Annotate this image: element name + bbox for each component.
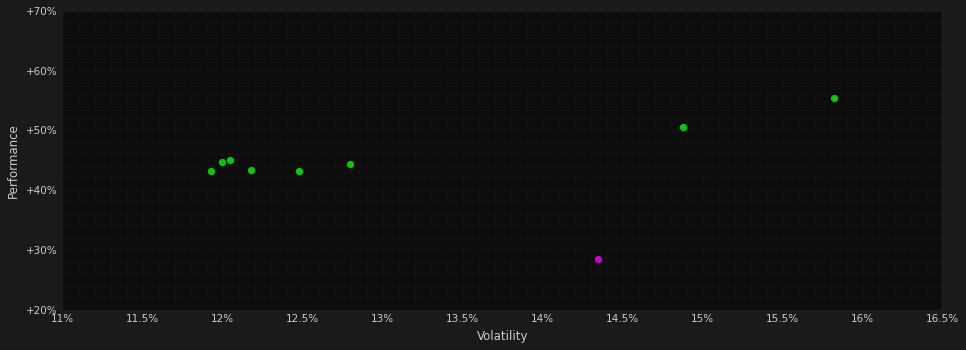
Point <box>243 167 259 173</box>
X-axis label: Volatility: Volatility <box>476 330 528 343</box>
Point <box>675 125 691 130</box>
Y-axis label: Performance: Performance <box>7 123 20 198</box>
Point <box>203 168 218 174</box>
Point <box>222 158 238 163</box>
Point <box>291 168 306 174</box>
Point <box>342 162 357 167</box>
Point <box>826 95 841 100</box>
Point <box>590 256 606 262</box>
Point <box>214 159 230 165</box>
